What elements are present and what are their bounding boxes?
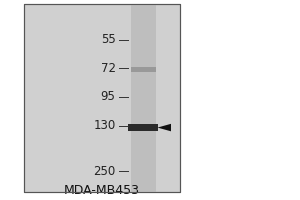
Bar <box>128 124 158 131</box>
Bar <box>24 4 180 192</box>
Text: MDA-MB453: MDA-MB453 <box>64 184 140 197</box>
Bar <box>130 67 156 72</box>
Bar <box>24 4 180 192</box>
Bar <box>130 4 156 192</box>
Text: 72: 72 <box>100 62 116 75</box>
Polygon shape <box>158 124 171 131</box>
Text: 55: 55 <box>101 33 116 46</box>
Text: 130: 130 <box>93 119 116 132</box>
Text: 250: 250 <box>93 165 116 178</box>
Text: 95: 95 <box>100 90 116 103</box>
